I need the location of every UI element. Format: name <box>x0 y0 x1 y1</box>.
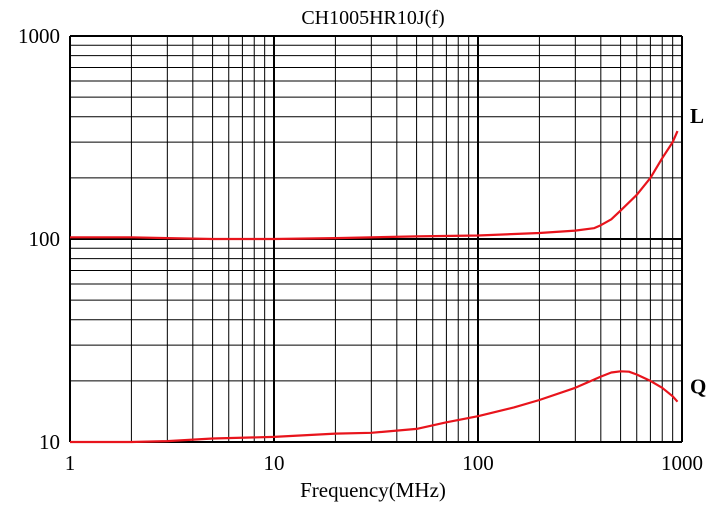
x-tick-label: 1 <box>65 451 76 475</box>
x-tick-label: 1000 <box>661 451 703 475</box>
series-label-l: L <box>690 104 704 128</box>
y-tick-label: 1000 <box>18 24 60 48</box>
chart-title: CH1005HR10J(f) <box>301 7 444 29</box>
series-labels: LQ <box>690 104 706 399</box>
series-label-q: Q <box>690 375 706 399</box>
x-tick-label: 10 <box>264 451 285 475</box>
series-line-q <box>70 370 679 444</box>
grid <box>69 35 683 443</box>
series-lines <box>70 130 679 444</box>
y-tick-label: 100 <box>29 227 61 251</box>
y-tick-label: 10 <box>39 430 60 454</box>
x-axis-label: Frequency(MHz) <box>300 478 446 502</box>
series-line-l <box>70 130 679 241</box>
x-tick-label: 100 <box>462 451 494 475</box>
